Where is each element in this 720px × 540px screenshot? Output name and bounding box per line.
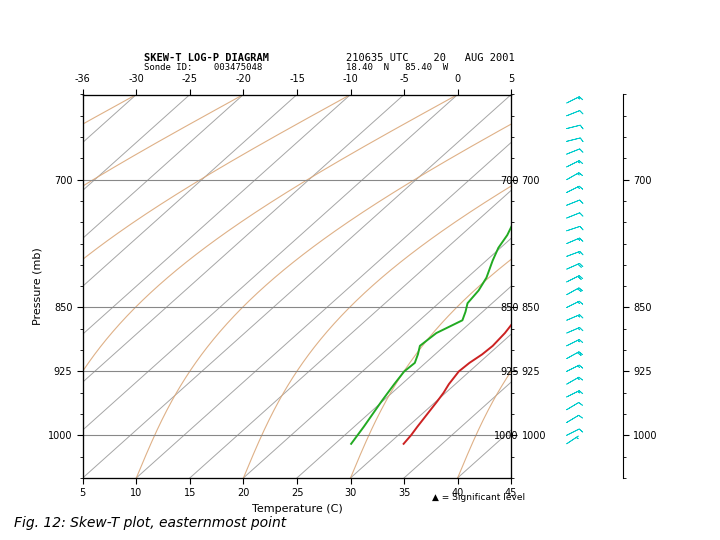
Text: Sonde ID:    003475048: Sonde ID: 003475048 [144, 63, 262, 72]
Text: 210635 UTC    20   AUG 2001: 210635 UTC 20 AUG 2001 [346, 53, 514, 63]
Text: 18.40  N   85.40  W: 18.40 N 85.40 W [346, 63, 448, 72]
Y-axis label: Pressure (mb): Pressure (mb) [32, 247, 42, 325]
Text: ▲ = Significant level: ▲ = Significant level [432, 492, 525, 502]
X-axis label: Temperature (C): Temperature (C) [251, 504, 343, 514]
Text: Fig. 12: Skew-T plot, easternmost point: Fig. 12: Skew-T plot, easternmost point [14, 516, 287, 530]
Text: SKEW-T LOG-P DIAGRAM: SKEW-T LOG-P DIAGRAM [144, 53, 269, 63]
